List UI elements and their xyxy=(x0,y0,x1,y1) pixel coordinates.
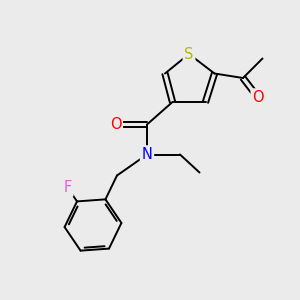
Text: O: O xyxy=(110,117,121,132)
Text: S: S xyxy=(184,46,194,62)
Text: F: F xyxy=(64,180,72,195)
Text: O: O xyxy=(252,90,264,105)
Text: N: N xyxy=(142,147,152,162)
